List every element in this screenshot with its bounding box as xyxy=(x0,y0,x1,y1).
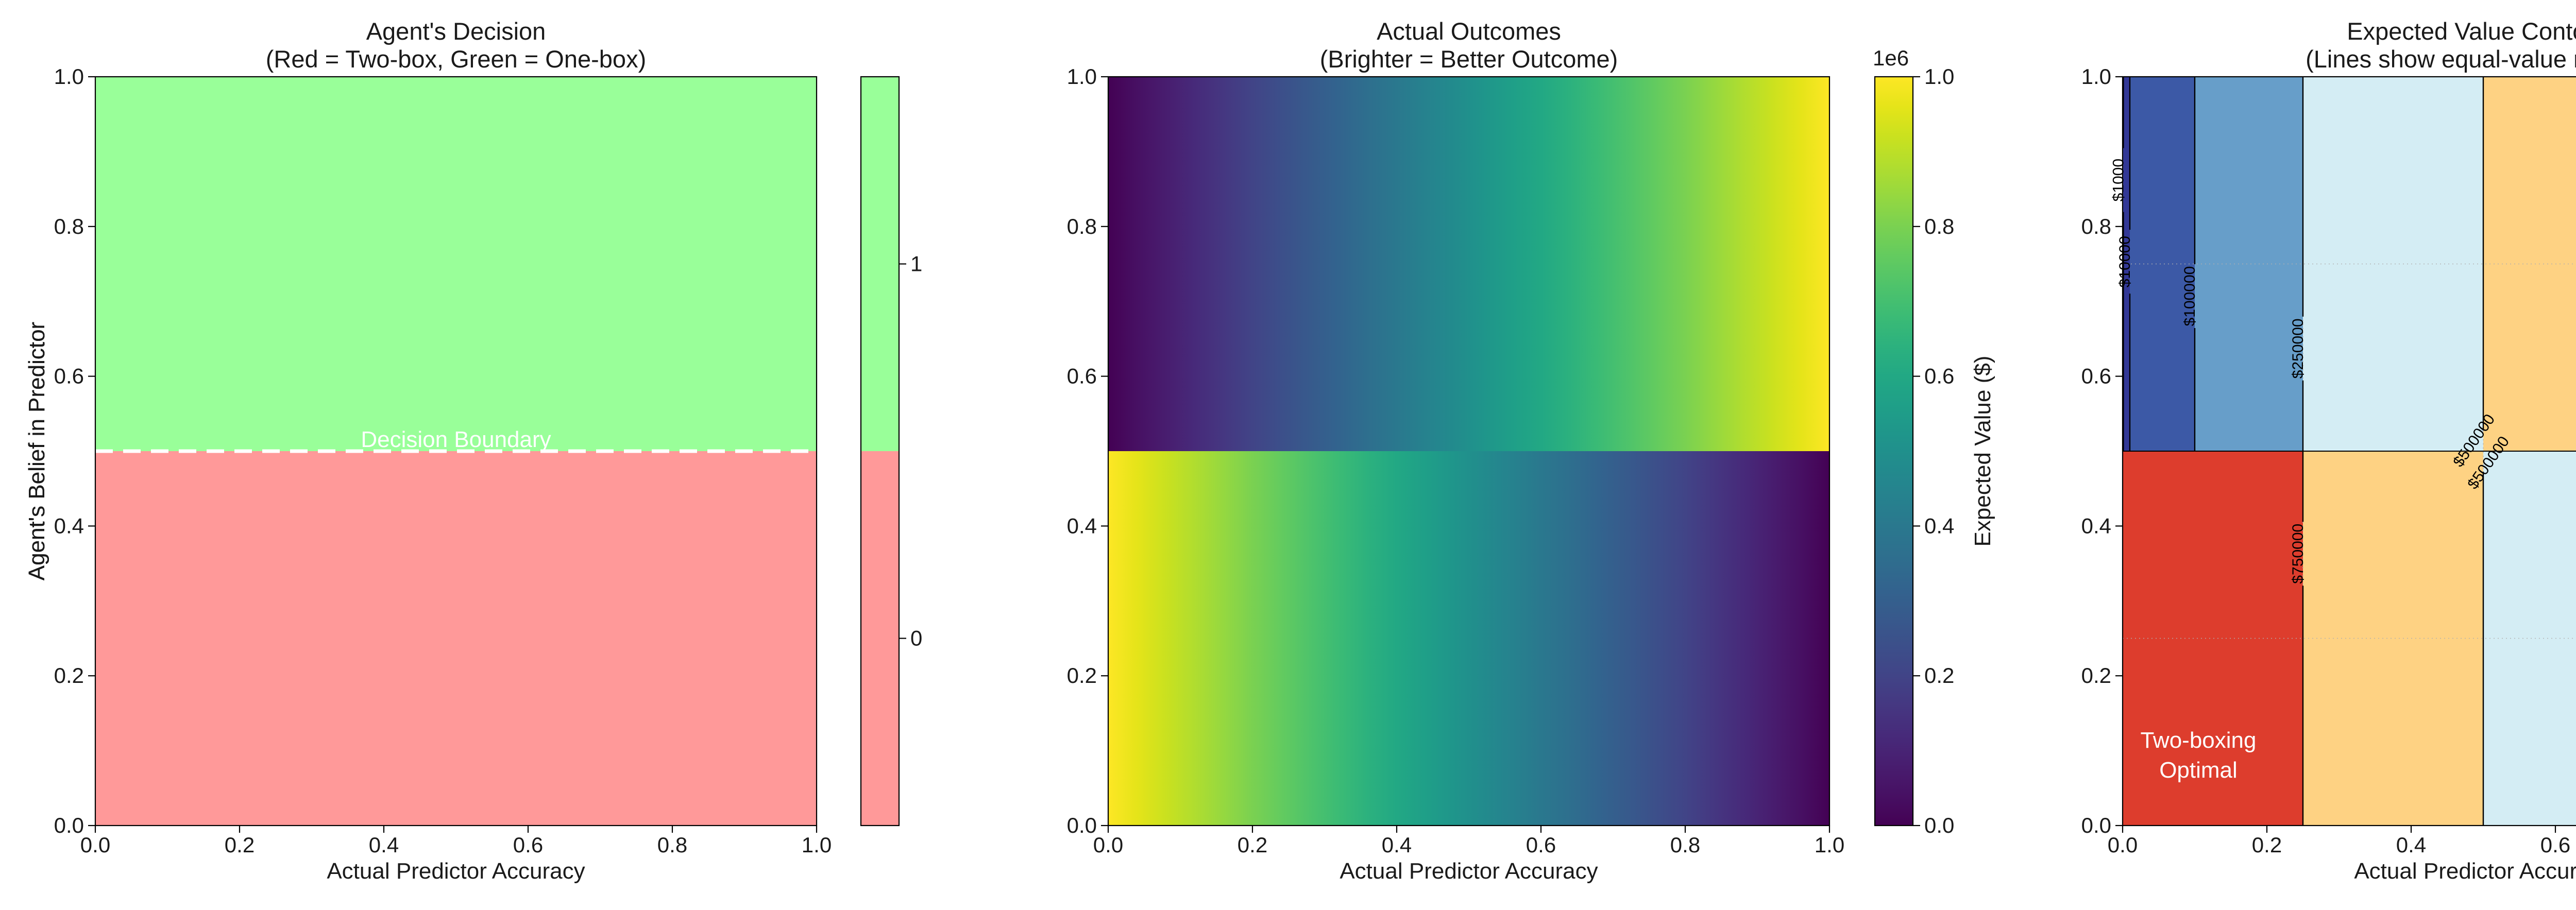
svg-text:0.6: 0.6 xyxy=(1924,364,1954,388)
svg-text:(Red = Two-box, Green = One-bo: (Red = Two-box, Green = One-box) xyxy=(266,45,646,73)
svg-text:0.2: 0.2 xyxy=(2081,663,2111,688)
svg-text:0.6: 0.6 xyxy=(2540,833,2570,857)
svg-text:0.0: 0.0 xyxy=(80,833,110,857)
svg-text:$250000: $250000 xyxy=(2290,318,2307,379)
svg-text:Actual Predictor Accuracy: Actual Predictor Accuracy xyxy=(1340,859,1598,884)
svg-text:Expected Value Contours: Expected Value Contours xyxy=(2347,18,2576,45)
svg-text:1.0: 1.0 xyxy=(1924,64,1954,89)
svg-text:Actual Predictor Accuracy: Actual Predictor Accuracy xyxy=(2354,859,2576,884)
svg-text:0.2: 0.2 xyxy=(1238,833,1267,857)
svg-text:0.6: 0.6 xyxy=(1067,364,1097,388)
svg-text:0.8: 0.8 xyxy=(54,214,84,238)
svg-text:0.2: 0.2 xyxy=(1067,663,1097,688)
svg-text:0.8: 0.8 xyxy=(1924,214,1954,238)
svg-text:0.4: 0.4 xyxy=(2396,833,2426,857)
svg-text:0.2: 0.2 xyxy=(1924,663,1954,688)
svg-text:$750000: $750000 xyxy=(2290,524,2307,584)
svg-text:0.4: 0.4 xyxy=(369,833,399,857)
svg-text:1.0: 1.0 xyxy=(802,833,832,857)
svg-text:0.4: 0.4 xyxy=(1382,833,1412,857)
svg-text:Two-boxing: Two-boxing xyxy=(2140,728,2256,753)
svg-text:0.4: 0.4 xyxy=(1067,513,1097,538)
svg-text:1e6: 1e6 xyxy=(1873,46,1909,70)
svg-text:Actual Outcomes: Actual Outcomes xyxy=(1377,18,1561,45)
svg-text:0.4: 0.4 xyxy=(2081,513,2111,538)
svg-text:0.6: 0.6 xyxy=(513,833,543,857)
svg-text:0.2: 0.2 xyxy=(225,833,255,857)
svg-text:0.2: 0.2 xyxy=(54,663,84,688)
svg-text:0.8: 0.8 xyxy=(2081,214,2111,238)
svg-text:$1000: $1000 xyxy=(2110,159,2127,201)
svg-text:0.8: 0.8 xyxy=(657,833,687,857)
svg-text:Actual Predictor Accuracy: Actual Predictor Accuracy xyxy=(327,859,585,884)
svg-text:Agent's Decision: Agent's Decision xyxy=(366,18,546,45)
svg-text:0.4: 0.4 xyxy=(1924,513,1954,538)
svg-text:Optimal: Optimal xyxy=(2159,758,2238,783)
svg-text:0.0: 0.0 xyxy=(54,813,84,837)
svg-text:0.6: 0.6 xyxy=(2081,364,2111,388)
svg-text:1.0: 1.0 xyxy=(54,64,84,89)
svg-text:1.0: 1.0 xyxy=(2081,64,2111,89)
svg-text:1.0: 1.0 xyxy=(1067,64,1097,89)
svg-text:0.0: 0.0 xyxy=(1067,813,1097,837)
svg-text:(Lines show equal-value region: (Lines show equal-value regions) xyxy=(2306,45,2576,73)
svg-text:0.0: 0.0 xyxy=(1924,813,1954,837)
svg-text:Decision Boundary: Decision Boundary xyxy=(361,427,551,452)
svg-text:$100000: $100000 xyxy=(2181,266,2198,327)
svg-text:Expected Value ($): Expected Value ($) xyxy=(1970,356,1995,547)
svg-text:1: 1 xyxy=(910,252,922,276)
svg-text:0.0: 0.0 xyxy=(2081,813,2111,837)
svg-text:0.0: 0.0 xyxy=(1093,833,1123,857)
svg-text:(Brighter = Better Outcome): (Brighter = Better Outcome) xyxy=(1320,45,1618,73)
svg-text:0.2: 0.2 xyxy=(2252,833,2282,857)
svg-text:0.6: 0.6 xyxy=(54,364,84,388)
svg-text:1.0: 1.0 xyxy=(1815,833,1844,857)
svg-text:0.8: 0.8 xyxy=(1670,833,1700,857)
svg-text:0: 0 xyxy=(910,626,922,650)
svg-text:Agent's Belief in Predictor: Agent's Belief in Predictor xyxy=(24,322,49,580)
svg-text:0.6: 0.6 xyxy=(1526,833,1556,857)
svg-text:0.4: 0.4 xyxy=(54,513,84,538)
svg-text:0.8: 0.8 xyxy=(1067,214,1097,238)
svg-text:$10000: $10000 xyxy=(2116,236,2133,287)
svg-text:0.0: 0.0 xyxy=(2108,833,2138,857)
